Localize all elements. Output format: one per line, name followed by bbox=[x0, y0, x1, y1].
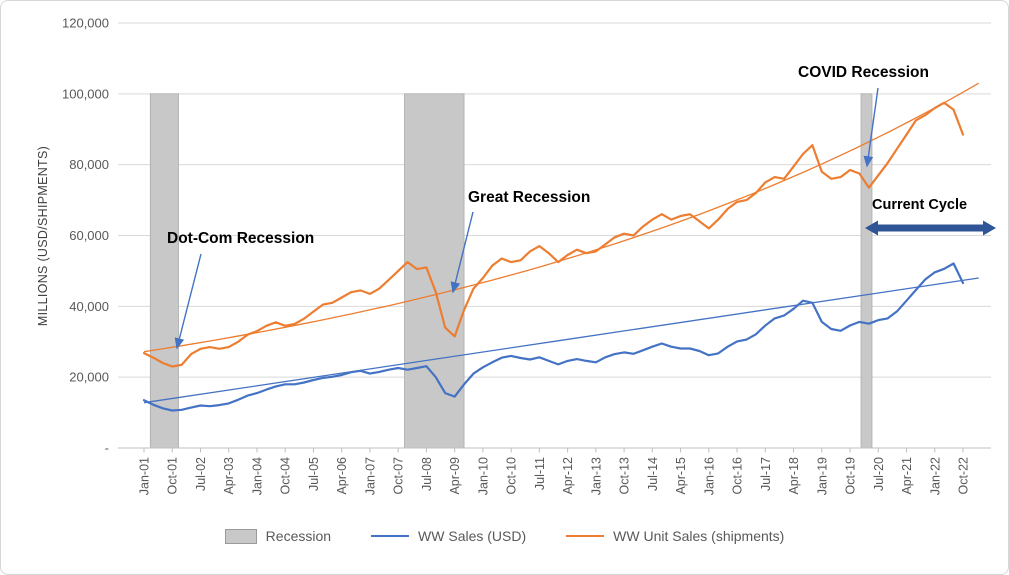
x-tick-label: Jan-01 bbox=[138, 457, 152, 495]
current-cycle-label: Current Cycle bbox=[872, 197, 968, 213]
recession-band-0 bbox=[149, 93, 179, 449]
annotation-arrow-0 bbox=[174, 253, 202, 350]
y-tick-label: 60,000 bbox=[69, 228, 109, 243]
x-tick-label: Jul-11 bbox=[533, 457, 547, 490]
x-tick-label: Jan-07 bbox=[363, 457, 377, 495]
x-tick-label: Jul-20 bbox=[872, 457, 886, 491]
legend-label-ww-sales: WW Sales (USD) bbox=[418, 528, 527, 544]
x-tick-label: Jan-16 bbox=[702, 457, 716, 495]
x-tick-label: Oct-16 bbox=[731, 457, 745, 495]
trendline-1 bbox=[143, 82, 980, 353]
ww-sales-line-swatch bbox=[371, 534, 410, 538]
annotation-arrow-1 bbox=[450, 211, 474, 294]
x-tick-label: Jan-19 bbox=[815, 457, 829, 495]
legend-label-ww-unit-sales: WW Unit Sales (shipments) bbox=[613, 528, 785, 544]
x-tick-label: Oct-01 bbox=[166, 457, 180, 495]
x-tick-label: Jan-13 bbox=[589, 457, 603, 495]
x-tick-label: Jul-17 bbox=[759, 457, 773, 491]
x-tick-label: Oct-10 bbox=[505, 457, 519, 495]
legend-item-ww-unit-sales: WW Unit Sales (shipments) bbox=[566, 528, 784, 544]
x-tick-label: Jan-04 bbox=[250, 457, 264, 495]
x-tick-label: Oct-04 bbox=[279, 457, 293, 495]
annotation-dotcom-recession: Dot-Com Recession bbox=[167, 230, 315, 247]
recession-swatch bbox=[224, 528, 257, 544]
annotation-covid-recession: COVID Recession bbox=[798, 64, 929, 81]
x-tick-label: Apr-06 bbox=[335, 457, 349, 495]
x-tick-label: Apr-18 bbox=[787, 457, 801, 495]
legend-item-recession: Recession bbox=[224, 528, 332, 544]
current-cycle-arrow-right-head bbox=[983, 220, 996, 236]
legend-label-recession: Recession bbox=[265, 528, 332, 544]
x-tick-label: Jul-02 bbox=[194, 457, 208, 491]
legend-item-ww-sales: WW Sales (USD) bbox=[371, 528, 526, 544]
x-tick-label: Oct-07 bbox=[392, 457, 406, 495]
x-tick-label: Jul-08 bbox=[420, 457, 434, 491]
x-tick-label: Apr-15 bbox=[674, 457, 688, 495]
x-tick-label: Oct-13 bbox=[618, 457, 632, 495]
x-tick-label: Apr-21 bbox=[900, 457, 914, 495]
y-tick-label: 120,000 bbox=[62, 16, 109, 31]
current-cycle-arrow-left-head bbox=[865, 220, 878, 236]
x-tick-label: Apr-09 bbox=[448, 457, 462, 495]
x-tick-label: Jul-05 bbox=[307, 457, 321, 491]
ww-unit-sales-line-swatch bbox=[566, 534, 605, 538]
annotation-great-recession: Great Recession bbox=[468, 189, 591, 206]
y-tick-label: - bbox=[105, 441, 109, 456]
series-line-1 bbox=[142, 101, 965, 368]
x-tick-label: Apr-12 bbox=[561, 457, 575, 495]
x-tick-label: Jul-14 bbox=[646, 457, 660, 491]
y-tick-label: 80,000 bbox=[69, 157, 109, 172]
chart-legend: Recession WW Sales (USD) WW Unit Sales (… bbox=[1, 528, 1008, 544]
x-tick-label: Apr-03 bbox=[222, 457, 236, 495]
x-tick-label: Jan-22 bbox=[928, 457, 942, 495]
y-axis-title: MILLIONS (USD/SHIPMENTS) bbox=[36, 145, 50, 327]
x-tick-label: Jan-10 bbox=[476, 457, 490, 495]
y-tick-label: 20,000 bbox=[69, 370, 109, 385]
y-tick-label: 40,000 bbox=[69, 299, 109, 314]
annotation-arrow-2 bbox=[863, 87, 879, 168]
x-tick-label: Oct-22 bbox=[957, 457, 971, 495]
trendline-0 bbox=[143, 277, 979, 404]
x-tick-label: Oct-19 bbox=[844, 457, 858, 495]
series-line-0 bbox=[142, 262, 965, 412]
y-tick-label: 100,000 bbox=[62, 86, 109, 101]
